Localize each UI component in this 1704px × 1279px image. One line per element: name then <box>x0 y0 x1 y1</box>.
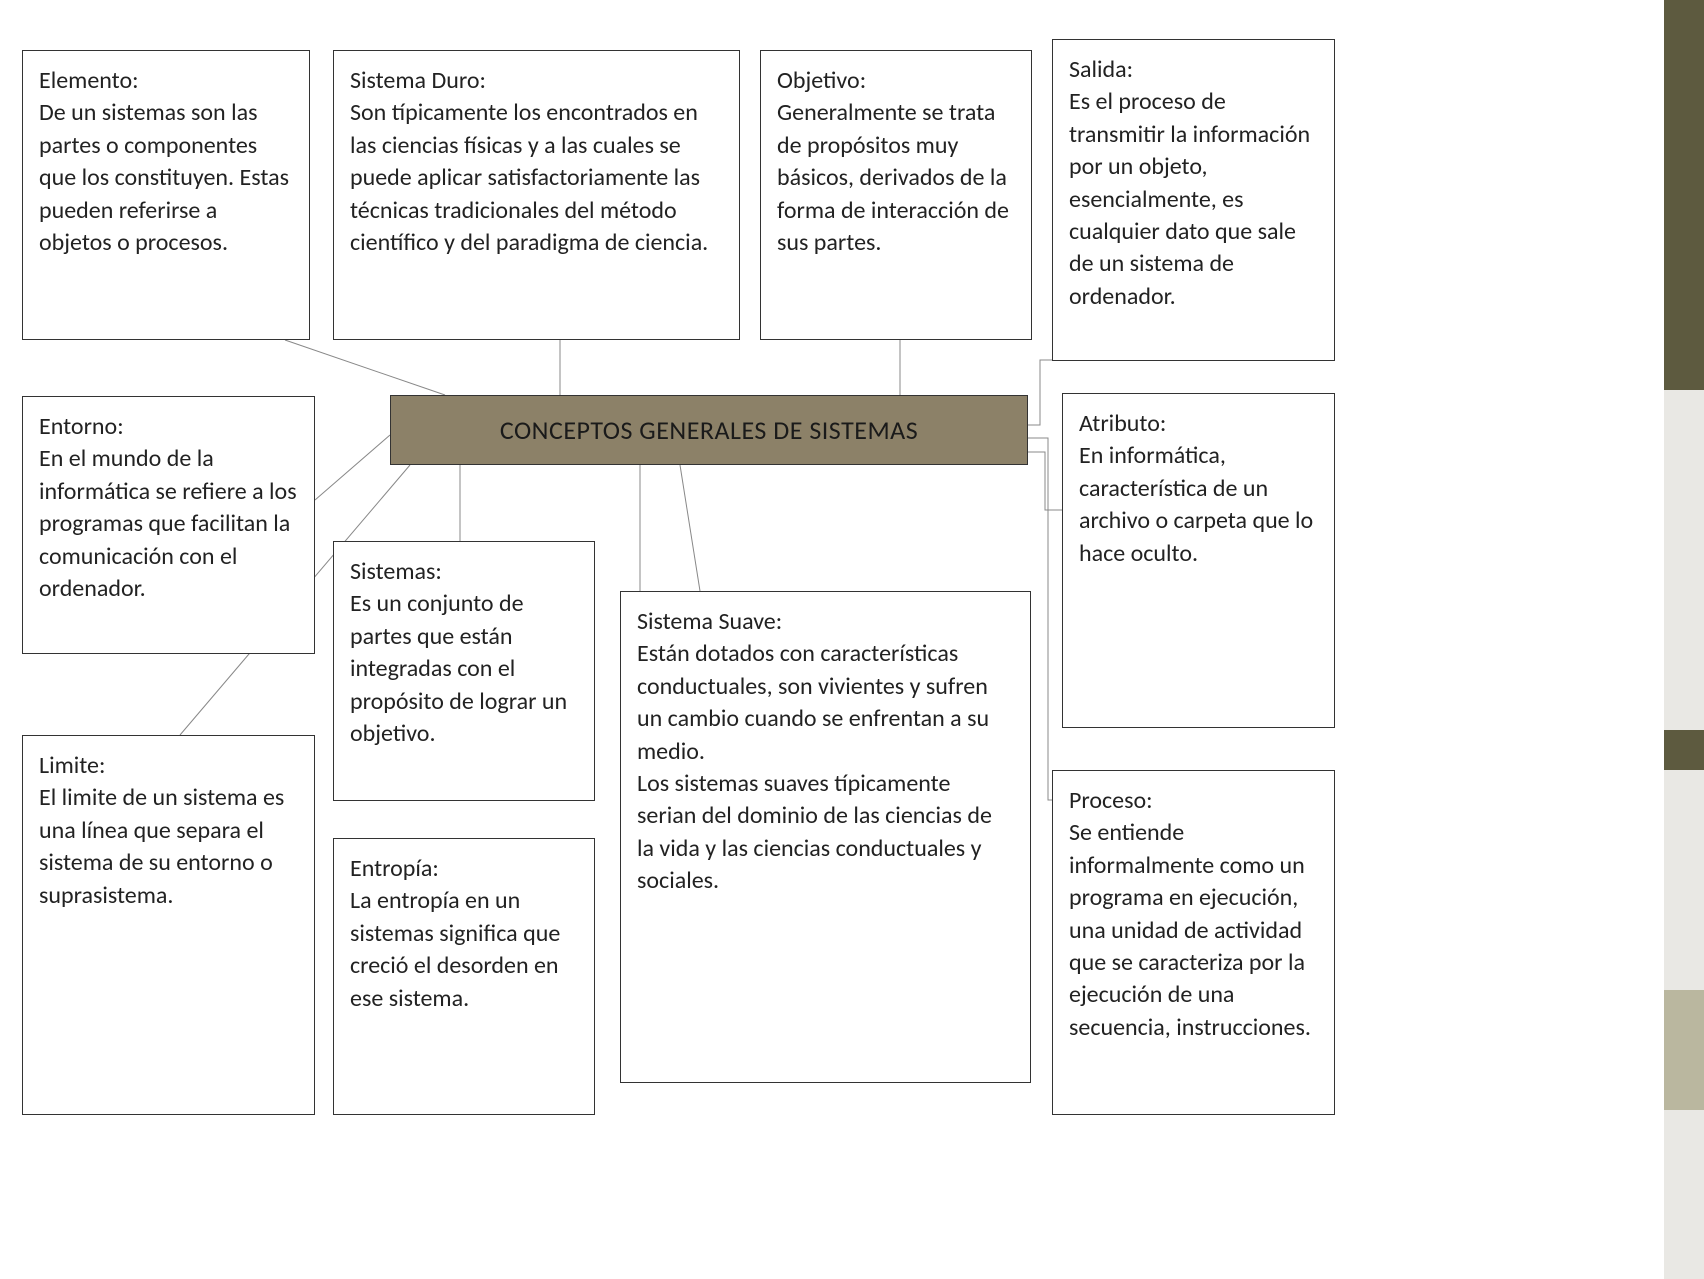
connector <box>1028 360 1052 425</box>
node-sistemas: Sistemas: Es un conjunto de partes que es… <box>333 541 595 801</box>
node-title: Limite: <box>39 751 105 780</box>
node-body: En el mundo de la informática se refiere… <box>39 444 297 603</box>
connector <box>1028 452 1062 510</box>
node-entropia: Entropía: La entropía en un sistemas sign… <box>333 838 595 1115</box>
center-node: CONCEPTOS GENERALES DE SISTEMAS <box>390 395 1028 465</box>
connector <box>315 435 390 500</box>
center-label: CONCEPTOS GENERALES DE SISTEMAS <box>500 414 918 446</box>
node-objetivo: Objetivo: Generalmente se trata de propós… <box>760 50 1032 340</box>
node-title: Atributo: <box>1079 409 1166 438</box>
sidebar-segment <box>1664 1110 1704 1279</box>
node-atributo: Atributo: En informática, característica … <box>1062 393 1335 728</box>
node-body: Están dotados con características conduc… <box>637 639 992 895</box>
sidebar-segment <box>1664 770 1704 990</box>
node-body: La entropía en un sistemas significa que… <box>350 886 560 1012</box>
node-body: El limite de un sistema es una línea que… <box>39 783 284 909</box>
node-limite: Limite: El limite de un sistema es una lí… <box>22 735 315 1115</box>
node-title: Sistema Suave: <box>637 607 782 636</box>
node-salida: Salida: Es el proceso de transmitir la in… <box>1052 39 1335 361</box>
sidebar-segment <box>1664 0 1704 390</box>
node-title: Salida: <box>1069 55 1133 84</box>
node-sistema-duro: Sistema Duro: Son típicamente los encontr… <box>333 50 740 340</box>
node-title: Elemento: <box>39 66 139 95</box>
sidebar-segment <box>1664 390 1704 730</box>
node-title: Objetivo: <box>777 66 866 95</box>
connector <box>1028 438 1052 800</box>
node-elemento: Elemento: De un sistemas son las partes o… <box>22 50 310 340</box>
node-body: Generalmente se trata de propósitos muy … <box>777 98 1009 257</box>
node-body: De un sistemas son las partes o componen… <box>39 98 289 257</box>
node-title: Entorno: <box>39 412 124 441</box>
node-body: Es un conjunto de partes que están integ… <box>350 589 567 748</box>
connector <box>285 340 445 395</box>
sidebar-segment <box>1664 730 1704 770</box>
connector <box>680 465 700 591</box>
diagram-canvas: CONCEPTOS GENERALES DE SISTEMAS Elemento… <box>0 0 1704 1279</box>
node-entorno: Entorno: En el mundo de la informática se… <box>22 396 315 654</box>
node-body: Se entiende informalmente como un progra… <box>1069 818 1311 1041</box>
node-proceso: Proceso: Se entiende informalmente como u… <box>1052 770 1335 1115</box>
node-body: Son típicamente los encontrados en las c… <box>350 98 708 257</box>
node-body: Es el proceso de transmitir la informaci… <box>1069 87 1310 310</box>
node-title: Proceso: <box>1069 786 1153 815</box>
node-title: Sistema Duro: <box>350 66 486 95</box>
node-title: Sistemas: <box>350 557 442 586</box>
sidebar-segment <box>1664 990 1704 1110</box>
node-title: Entropía: <box>350 854 439 883</box>
node-sistema-suave: Sistema Suave: Están dotados con caracter… <box>620 591 1031 1083</box>
node-body: En informática, característica de un arc… <box>1079 441 1313 567</box>
sidebar-stripe <box>1664 0 1704 1279</box>
